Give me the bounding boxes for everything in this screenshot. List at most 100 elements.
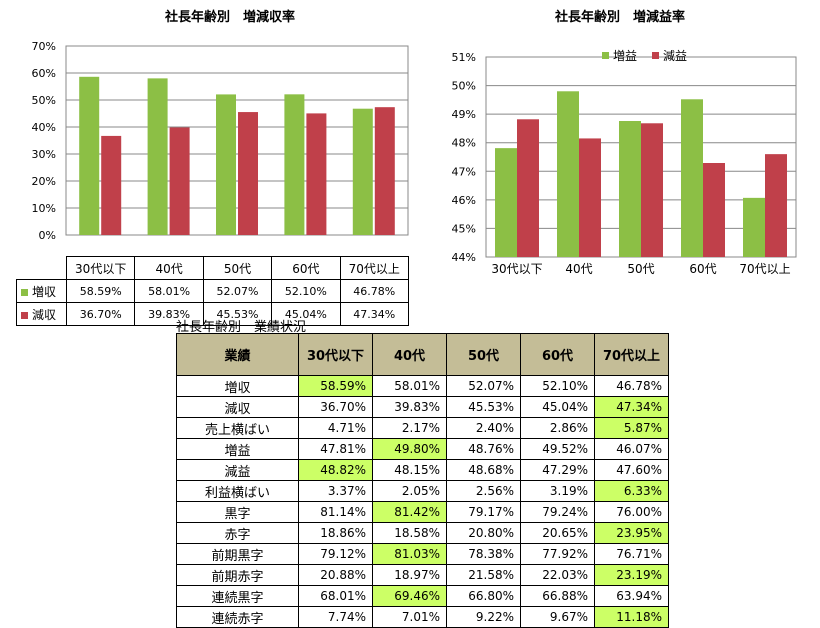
table-cell: 79.24%	[520, 501, 595, 523]
table-cell: 2.05%	[372, 480, 447, 502]
table-cell: 3.19%	[520, 480, 595, 502]
table-row: 利益横ばい 3.37% 2.05% 2.56% 3.19% 6.33%	[176, 480, 669, 502]
chart1-y-tick-label: 70%	[32, 40, 56, 53]
table-cell: 21.58%	[446, 564, 521, 586]
table-row: 前期黒字 79.12% 81.03% 78.38% 77.92% 76.71%	[176, 543, 669, 565]
table-cell: 48.15%	[372, 459, 447, 481]
table-cell: 79.12%	[298, 543, 373, 565]
chart1-data-label: 36.70%	[65, 302, 136, 326]
table-row-label: 黒字	[176, 501, 299, 523]
chart1-data-label: 45.53%	[202, 302, 273, 326]
chart1-title: 社長年齢別 増減収率	[164, 10, 295, 25]
chart1-data-label: 39.83%	[134, 302, 204, 326]
table-header-cell: 30代以下	[298, 333, 373, 376]
table-cell: 3.37%	[298, 480, 373, 502]
chart1-legend-entry: 増収	[16, 279, 67, 303]
chart1-bar-series1	[216, 94, 236, 235]
table-cell: 81.14%	[298, 501, 373, 523]
chart1-legend-entry: 減収	[16, 302, 67, 326]
table-header-cell: 60代	[520, 333, 595, 376]
table-cell: 48.76%	[446, 438, 521, 460]
table-cell-highlighted: 11.18%	[594, 606, 669, 628]
chart1-y-tick-label: 30%	[32, 148, 56, 161]
chart2-bar-series2	[703, 163, 725, 257]
table-row: 黒字 81.14% 81.42% 79.17% 79.24% 76.00%	[176, 501, 669, 523]
table-cell: 36.70%	[298, 396, 373, 418]
chart2-legend-label: 増益	[613, 49, 637, 63]
table-cell: 9.67%	[520, 606, 595, 628]
chart1-legend-swatch	[21, 289, 28, 296]
chart1-bar-series1	[284, 94, 305, 235]
chart2-x-tick-label: 50代	[627, 262, 654, 276]
chart2-bar-series1	[557, 91, 579, 258]
table-cell: 58.01%	[372, 375, 447, 397]
chart1-y-tick-label: 40%	[32, 121, 56, 134]
table-cell: 76.71%	[594, 543, 669, 565]
chart2-y-tick-label: 50%	[452, 80, 476, 93]
table-cell: 20.80%	[446, 522, 521, 544]
table-cell: 47.29%	[520, 459, 595, 481]
chart2-bar-series2	[641, 123, 663, 258]
chart2-bar-series2	[579, 138, 601, 257]
chart2-legend-swatch	[652, 52, 659, 59]
table-cell-highlighted: 81.42%	[372, 501, 447, 523]
chart1-legend-swatch	[21, 312, 28, 319]
table-cell-highlighted: 69.46%	[372, 585, 447, 607]
chart2-legend-label: 減益	[663, 48, 687, 63]
table-cell: 52.07%	[446, 375, 521, 397]
table-cell: 47.60%	[594, 459, 669, 481]
table-cell-highlighted: 49.80%	[372, 438, 447, 460]
chart2-plot: 44% 45% 46% 47% 48% 49% 50% 51% 30代以下 40代 50代 60代 70…	[452, 48, 797, 276]
chart1-bar-series2	[306, 113, 327, 235]
table-row-label: 売上横ばい	[176, 417, 299, 439]
chart2-y-tick-label: 51%	[452, 51, 476, 64]
table-row-label: 減益	[176, 459, 299, 481]
chart1-y-tick-label: 50%	[32, 94, 56, 107]
chart1-table-corner	[17, 257, 67, 280]
table-cell: 66.88%	[520, 585, 595, 607]
table-header-row: 業績 30代以下 40代 50代 60代 70代以上	[176, 333, 669, 376]
table-cell-highlighted: 81.03%	[372, 543, 447, 565]
table-header-cell: 50代	[446, 333, 521, 376]
table-cell: 49.52%	[520, 438, 595, 460]
table-cell-highlighted: 48.82%	[298, 459, 373, 481]
table-row-label: 赤字	[176, 522, 299, 544]
table-cell: 46.78%	[594, 375, 669, 397]
table-cell: 18.58%	[372, 522, 447, 544]
table-cell: 2.17%	[372, 417, 447, 439]
table-title: 社長年齢別 業績状況	[176, 320, 307, 335]
chart1-bar-series1	[352, 108, 373, 235]
chart2-y-tick-label: 47%	[452, 165, 476, 178]
chart1-y-tick-label: 10%	[32, 202, 56, 215]
table-row: 売上横ばい 4.71% 2.17% 2.40% 2.86% 5.87%	[176, 417, 669, 439]
chart1-plot-area	[65, 45, 409, 236]
chart1-plot: 0% 10% 20% 30% 40% 50% 60% 70%	[32, 40, 409, 242]
table-row: 増益 47.81% 49.80% 48.76% 49.52% 46.07%	[176, 438, 669, 460]
table-cell-highlighted: 58.59%	[298, 375, 373, 397]
chart1-data-label: 52.07%	[202, 279, 273, 303]
table-cell: 47.81%	[298, 438, 373, 460]
chart1-category-label: 50代	[202, 256, 273, 280]
table-cell: 52.10%	[520, 375, 595, 397]
chart2-y-tick-label: 49%	[452, 108, 476, 121]
table-cell: 18.86%	[298, 522, 373, 544]
chart2-bar-series1	[619, 121, 641, 257]
table-row-label: 前期赤字	[176, 564, 299, 586]
table-cell: 68.01%	[298, 585, 373, 607]
table-cell: 18.97%	[372, 564, 447, 586]
table-header-cell: 70代以上	[594, 333, 669, 376]
table-row: 連続赤字 7.74% 7.01% 9.22% 9.67% 11.18%	[176, 606, 669, 628]
table-row: 赤字 18.86% 18.58% 20.80% 20.65% 23.95%	[176, 522, 669, 544]
chart2-x-tick-label: 60代	[689, 262, 716, 276]
table-header-cell: 40代	[372, 333, 447, 376]
chart2-title: 社長年齢別 増減益率	[554, 10, 685, 25]
chart1-category-label: 30代以下	[65, 256, 136, 280]
performance-table: 業績 30代以下 40代 50代 60代 70代以上 増収 58.59% 58.01% 52.07…	[176, 333, 669, 628]
table-cell: 48.68%	[446, 459, 521, 481]
chart1-bar-series2	[101, 135, 122, 235]
chart2-x-tick-label: 30代以下	[491, 262, 542, 276]
chart1-data-label: 52.10%	[271, 279, 341, 303]
chart1-bar-series1	[147, 78, 168, 235]
chart1-bar-series2	[238, 112, 258, 235]
chart2-legend-swatch	[602, 52, 609, 59]
